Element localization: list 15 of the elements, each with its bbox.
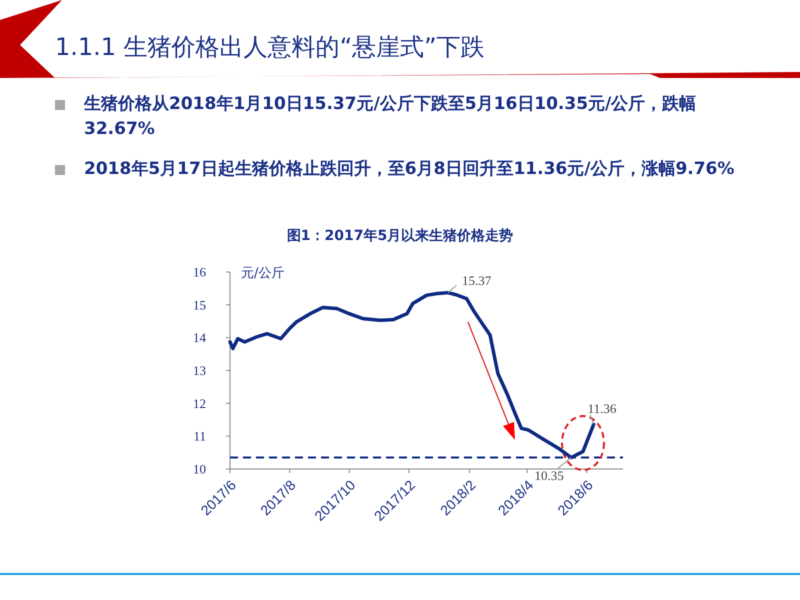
- chart-title: 1.1.1 生猪价格出人意料的“悬崖式”下跌: [55, 33, 485, 61]
- annotation: 15.37: [462, 273, 492, 288]
- y-tick-label: 15: [193, 297, 206, 312]
- text: 2018年5月17日起生猪价格止跌回升，至6月8日回升至11.36元/公斤，涨幅9.76%: [84, 158, 736, 181]
- y-tick-label: 11: [193, 428, 206, 444]
- y-tick-label: 10: [193, 462, 206, 477]
- annotation: 10.35: [534, 468, 564, 484]
- y-tick-label: 12: [193, 396, 206, 411]
- annotation: 11.36: [588, 400, 617, 416]
- y-tick-label: 14: [193, 330, 206, 346]
- chart-subtitle: 图1：2017年5月以来生猪价格走势: [286, 228, 514, 244]
- y-tick-label: 16: [193, 264, 206, 280]
- y-axis-title: 元/公斤: [241, 266, 284, 281]
- text: 生猪价格从2018年1月10日15.37元/公斤下跌至5月16日10.35元/公斤，跌幅32.67%: [84, 93, 698, 141]
- y-tick-label: 13: [193, 363, 206, 378]
